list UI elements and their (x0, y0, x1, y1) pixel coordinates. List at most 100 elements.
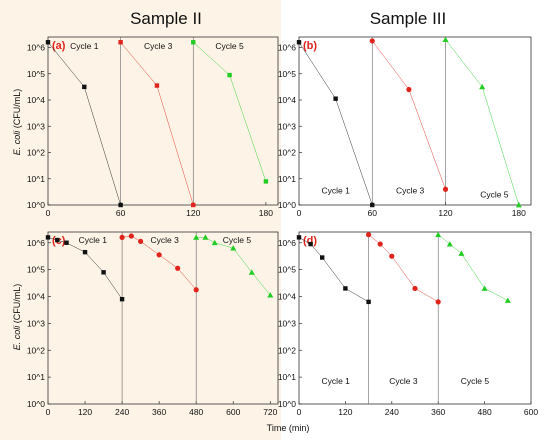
cycle-label: Cycle 5 (215, 41, 244, 51)
cycle-label: Cycle 3 (389, 376, 418, 386)
data-point-cycle3 (118, 40, 123, 45)
x-tick-label: 600 (524, 407, 538, 417)
y-tick-label: 10^4 (27, 292, 45, 302)
data-point-cycle5 (446, 241, 453, 247)
data-point-cycle1 (370, 202, 375, 208)
x-tick-label: 360 (152, 407, 166, 417)
y-tick-label: 10^3 (27, 121, 45, 131)
data-point-cycle5 (442, 36, 449, 43)
cycle-label: Cycle 3 (396, 186, 425, 196)
data-point-cycle5 (211, 239, 218, 246)
plot-frame (47, 231, 279, 405)
data-point-cycle5 (515, 202, 522, 208)
data-point-cycle1 (82, 249, 88, 255)
data-point-cycle3 (369, 38, 375, 44)
data-point-cycle3 (128, 233, 134, 239)
data-point-cycle1 (343, 286, 348, 291)
series-line-cycle1 (298, 42, 373, 206)
y-tick-label: 10^1 (27, 174, 45, 184)
plot-frame (47, 36, 279, 206)
data-point-cycle3 (191, 202, 196, 208)
x-tick-label: 360 (431, 407, 445, 417)
data-point-cycle5 (191, 40, 196, 45)
y-tick-label: 10^3 (27, 318, 45, 328)
plot-frame (298, 231, 532, 405)
data-point-cycle3 (154, 83, 160, 88)
cycle-label: Cycle 1 (322, 376, 351, 386)
data-point-cycle5 (481, 285, 488, 291)
data-point-cycle1 (119, 296, 125, 302)
data-point-cycle5 (435, 231, 442, 238)
data-point-cycle3 (442, 186, 449, 192)
data-point-cycle5 (458, 250, 465, 256)
y-tick-label: 10^4 (278, 292, 296, 302)
data-point-cycle5 (504, 297, 511, 303)
series-line-cycle1 (298, 237, 369, 303)
data-point-cycle5 (230, 245, 237, 251)
data-point-cycle3 (193, 287, 199, 293)
data-point-cycle3 (138, 238, 144, 245)
x-tick-label: 0 (46, 208, 51, 218)
data-point-cycle3 (406, 86, 412, 93)
data-point-cycle1 (320, 255, 325, 260)
y-tick-label: 10^1 (27, 372, 45, 382)
data-point-cycle3 (119, 234, 125, 240)
panel-a: 10^0 10^1 10^2 10^3 10^4 10^5 10^6 0 60 120 180 (a)… (27, 36, 279, 218)
data-point-cycle1 (101, 270, 106, 275)
y-tick-label: 10^2 (27, 148, 45, 158)
x-tick-label: 120 (438, 208, 452, 218)
y-tick-label: 10^5 (278, 69, 296, 79)
data-point-cycle1 (366, 299, 371, 305)
x-axis-label: Time (min) (267, 423, 310, 433)
data-point-cycle1 (308, 241, 313, 247)
panel-label: (a) (52, 40, 66, 52)
y-tick-label: 10^0 (278, 200, 296, 210)
data-point-cycle3 (377, 241, 383, 247)
x-tick-label: 0 (46, 407, 51, 417)
data-point-cycle1 (64, 240, 69, 245)
x-tick-label: 120 (338, 407, 352, 417)
x-tick-label: 240 (385, 407, 399, 417)
panel-label: (d) (303, 235, 317, 247)
data-point-cycle1 (45, 40, 51, 45)
x-tick-label: 60 (116, 208, 126, 218)
data-point-cycle5 (479, 83, 486, 90)
data-point-cycle3 (366, 232, 372, 238)
cycle-label: Cycle 5 (480, 190, 509, 200)
y-axis-label-bottom: E. coli (CFU/mL) (12, 284, 22, 351)
y-tick-label: 10^6 (27, 43, 45, 53)
panel-b: 10^0 10^1 10^2 10^3 10^4 10^5 10^6 0 60 120 180 (b)… (278, 36, 532, 218)
y-tick-label: 10^1 (278, 174, 296, 184)
data-point-cycle1 (82, 84, 87, 90)
col-title-sample-ii: Sample II (130, 9, 202, 28)
plot-frame (298, 36, 532, 206)
col-title-sample-iii: Sample III (370, 9, 447, 28)
x-tick-label: 480 (189, 407, 203, 417)
y-tick-label: 10^2 (278, 148, 296, 158)
y-tick-label: 10^5 (27, 69, 45, 79)
cycle-label: Cycle 5 (461, 376, 490, 386)
cycle-label: Cycle 1 (70, 41, 99, 51)
y-tick-label: 10^6 (278, 43, 296, 53)
cycle-label: Cycle 3 (151, 235, 180, 245)
y-tick-label: 10^4 (278, 95, 296, 105)
data-point-cycle1 (296, 235, 302, 240)
x-tick-label: 120 (186, 208, 200, 218)
data-point-cycle5 (263, 179, 269, 184)
data-point-cycle1 (45, 235, 51, 240)
data-point-cycle5 (227, 72, 232, 78)
y-tick-label: 10^1 (278, 372, 296, 382)
data-point-cycle5 (202, 234, 209, 240)
y-tick-label: 10^6 (278, 238, 296, 248)
y-tick-label: 10^0 (278, 399, 296, 409)
cycle-label: Cycle 1 (321, 186, 350, 196)
data-point-cycle3 (435, 299, 441, 305)
y-tick-label: 10^0 (27, 399, 45, 409)
y-tick-label: 10^5 (278, 265, 296, 275)
x-tick-label: 0 (297, 208, 302, 218)
data-point-cycle5 (193, 234, 200, 240)
y-tick-label: 10^3 (278, 121, 296, 131)
y-axis-unit: (CFU/mL) (12, 284, 22, 326)
y-axis-species: E. coli (12, 325, 22, 351)
y-axis-species: E. coli (12, 130, 22, 156)
